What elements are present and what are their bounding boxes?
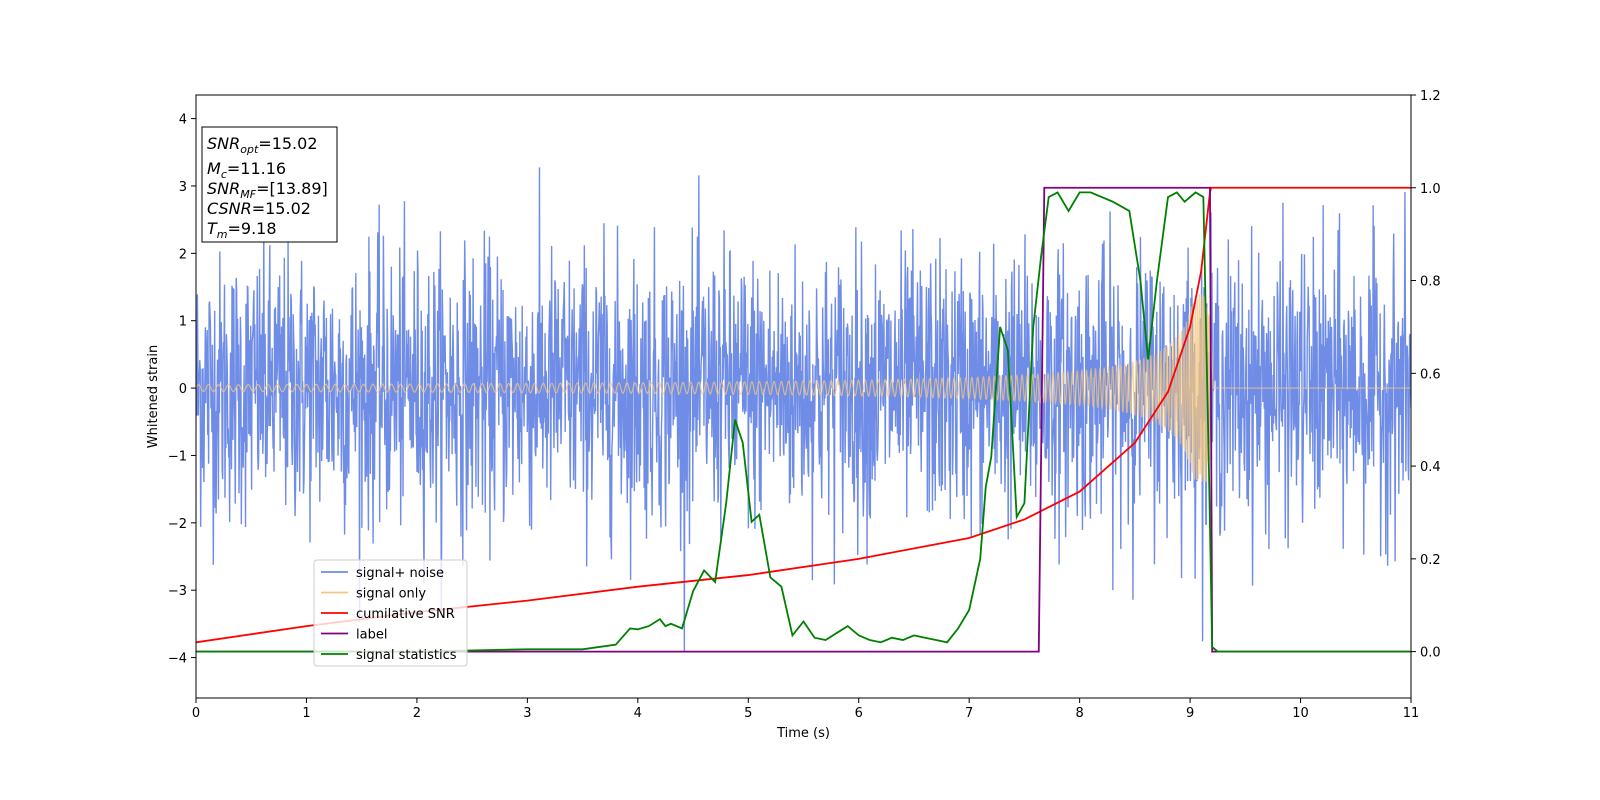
y-tick-label-right: 0.2 [1420,553,1441,568]
y-tick-label-right: 0.8 [1420,275,1441,290]
series-layer [196,167,1411,653]
x-tick-label: 8 [1075,706,1083,721]
series-signal-statistics [196,191,1411,653]
y-axis-label: Whitened strain [146,345,161,448]
y-tick-label-left: −2 [168,517,187,532]
y-tick-label-left: −4 [168,652,187,667]
x-tick-label: 1 [302,706,310,721]
y-axis-left: −4 −3 −2 −1 0 1 2 3 4 [168,113,196,667]
x-tick-label: 10 [1292,706,1309,721]
y-tick-label-left: −1 [168,449,187,464]
y-tick-label-left: 1 [179,315,187,330]
legend-label: signal only [356,587,426,602]
info-csnr: CSNR=15.02 [207,199,311,218]
info-box-frame [201,126,338,243]
x-tick-label: 6 [855,706,863,721]
x-tick-label: 4 [634,706,642,721]
x-tick-label: 3 [523,706,531,721]
legend-item: signal statistics [321,648,457,663]
x-tick-label: 7 [965,706,973,721]
info-snr-mf: SNRMF=[13.89] [207,179,328,201]
y-tick-label-left: 0 [179,382,187,397]
legend-frame [313,559,468,667]
y-axis-right: 0.0 0.2 0.4 0.6 0.8 1.0 1.2 [1411,89,1441,661]
y-tick-label-left: 2 [179,247,187,262]
y-tick-label-right: 1.0 [1420,182,1441,197]
x-tick-label: 0 [192,706,200,721]
legend-item: signal+ noise [321,566,444,581]
y-tick-label-left: −3 [168,584,187,599]
legend-item: cumilative SNR [321,607,455,622]
legend-label: signal statistics [356,648,457,663]
x-axis-label: Time (s) [776,726,830,741]
legend-item: signal only [321,587,426,602]
y-tick-label-right: 0.6 [1420,367,1441,382]
y-tick-label-left: 3 [179,180,187,195]
info-mc: Mc=11.16 [207,159,286,181]
x-axis: 0 1 2 3 4 5 6 7 8 9 10 11 [192,698,1419,721]
legend-item: label [321,628,387,643]
legend-label: cumilative SNR [356,607,455,622]
y-tick-label-right: 0.4 [1420,460,1441,475]
legend-label: signal+ noise [356,566,444,581]
plot-frame [195,94,1412,699]
info-tm: Tm=9.18 [207,219,277,241]
y-tick-label-left: 4 [179,113,187,128]
x-tick-label: 5 [744,706,752,721]
x-tick-label: 2 [413,706,421,721]
y-tick-label-right: 0.0 [1420,646,1441,661]
info-box: SNRopt=15.02 Mc=11.16 SNRMF=[13.89] CSNR… [201,126,338,243]
legend-label: label [356,628,387,643]
x-tick-label: 11 [1403,706,1420,721]
info-snr-opt: SNRopt=15.02 [207,134,318,156]
x-tick-label: 9 [1186,706,1194,721]
y-tick-label-right: 1.2 [1420,89,1441,104]
legend: signal+ noise signal only cumilative SNR la… [313,559,468,667]
